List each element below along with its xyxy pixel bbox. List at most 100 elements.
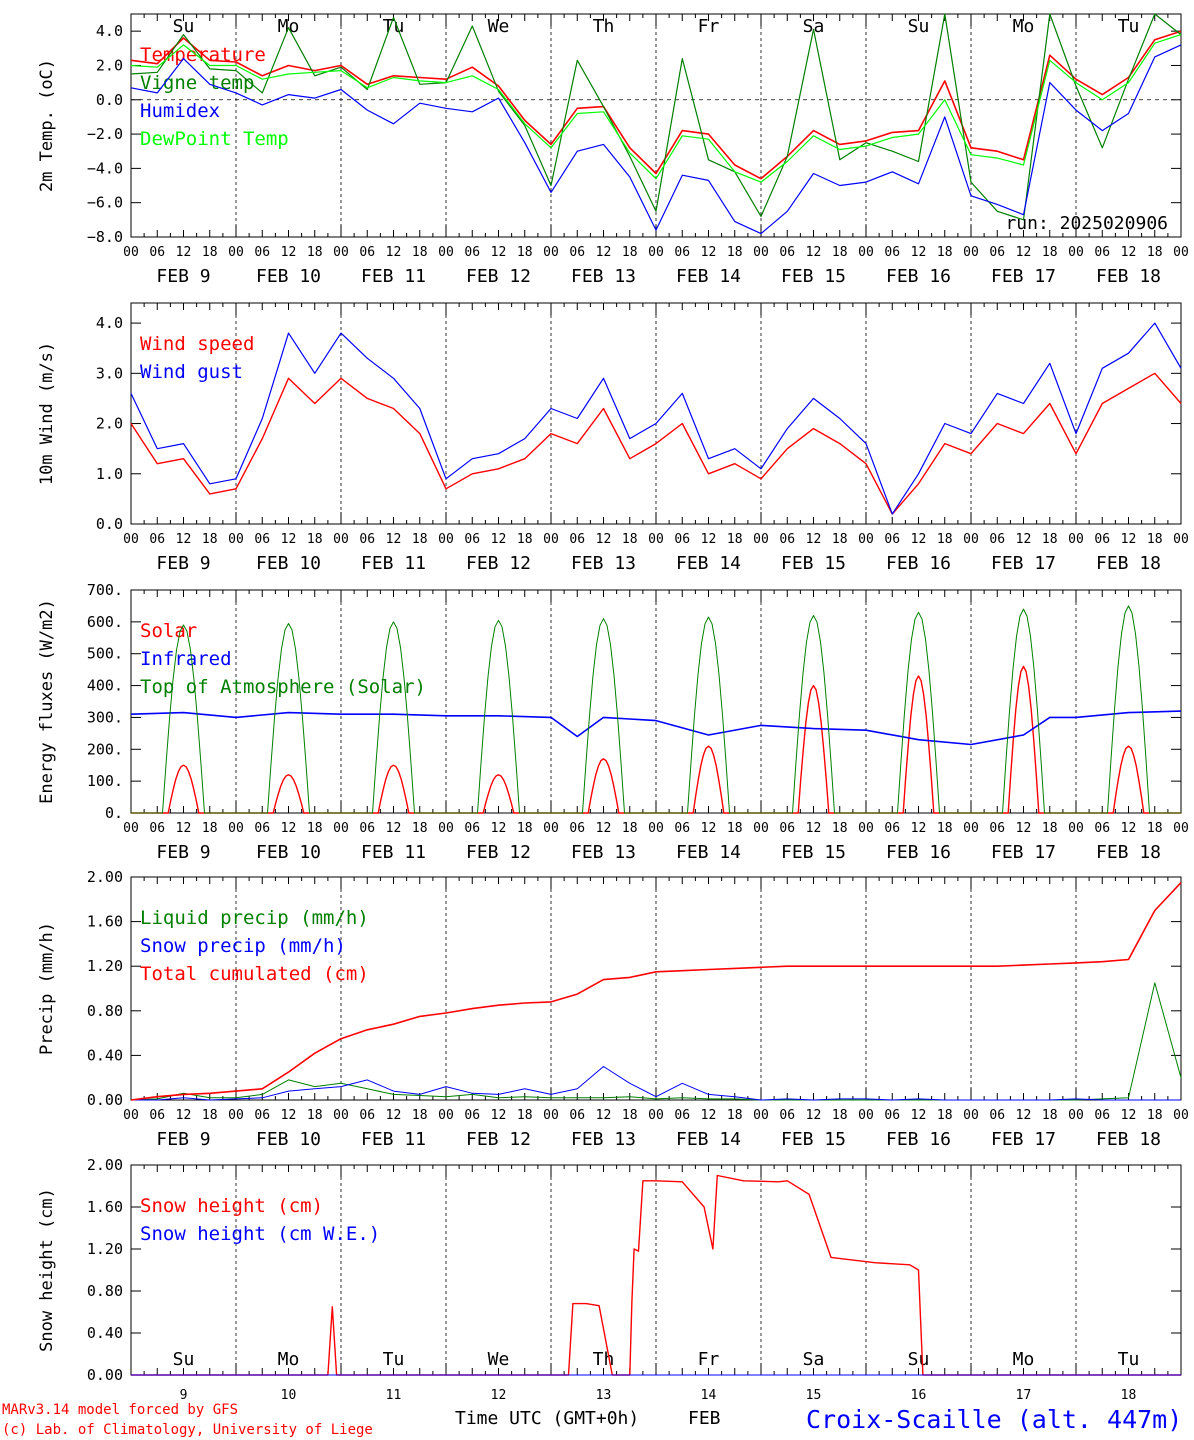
weekday-label: We [488,16,510,37]
panel-5: 0.00 0.40 0.80 1.20 1.60 2.00 9 10 11 12 13 14 15 16 1… [37,1156,1182,1403]
date-label: FEB 9 [156,553,210,574]
hour-tick-label: 00 [963,245,979,260]
day-number-label: 13 [596,1388,612,1403]
hour-tick-label: 00 [1173,1108,1189,1123]
hour-tick-label: 00 [648,532,664,547]
series-line-wind-speed [130,372,1182,515]
hour-tick-label: 06 [674,1108,690,1123]
date-label: FEB 14 [676,266,741,287]
hour-tick-label: 12 [491,532,507,547]
hour-tick-label: 06 [149,245,165,260]
hour-tick-label: 00 [963,821,979,836]
hour-tick-label: 06 [1094,245,1110,260]
hour-tick-label: 18 [1042,532,1058,547]
hour-tick-label: 06 [989,532,1005,547]
day-number-label: 18 [1121,1388,1137,1403]
date-label: FEB 18 [1096,1129,1161,1150]
date-label: FEB 10 [256,266,321,287]
hour-tick-label: 06 [569,1108,585,1123]
series-line-temperature [130,30,1182,180]
weekday-label: Sa [803,1349,825,1370]
day-number-label: 14 [701,1388,717,1403]
station-title: Croix-Scaille (alt. 447m) [806,1405,1182,1434]
hour-tick-label: 18 [412,245,428,260]
hour-tick-label: 18 [307,821,323,836]
hour-tick-label: 12 [491,821,507,836]
hour-tick-label: 00 [858,245,874,260]
hour-tick-label: 06 [884,532,900,547]
hour-tick-label: 00 [543,532,559,547]
hour-tick-label: 00 [333,821,349,836]
date-label: FEB 13 [571,266,636,287]
hour-tick-label: 18 [937,821,953,836]
hour-tick-label: 12 [1016,1108,1032,1123]
hour-tick-label: 18 [1147,821,1163,836]
hour-tick-label: 12 [491,1108,507,1123]
date-label: FEB 14 [676,553,741,574]
hour-tick-label: 18 [517,1108,533,1123]
series-line-total-cumulated-cm [130,882,1182,1101]
date-label: FEB 10 [256,1129,321,1150]
y-tick-label: 0.80 [87,1282,123,1300]
hour-tick-label: 06 [464,1108,480,1123]
hour-tick-label: 12 [911,821,927,836]
date-label: FEB 14 [676,1129,741,1150]
hour-tick-label: 12 [176,1108,192,1123]
hour-tick-label: 12 [176,821,192,836]
y-tick-label: −2.0 [87,125,123,143]
hour-tick-label: 06 [254,245,270,260]
hour-tick-label: 06 [464,821,480,836]
hour-tick-label: 00 [1068,1108,1084,1123]
hour-tick-label: 18 [1042,1108,1058,1123]
run-label: run: 2025020906 [1005,213,1168,234]
day-number-label: 9 [180,1388,188,1403]
weekday-label: Su [908,1349,930,1370]
hour-tick-label: 12 [701,245,717,260]
hour-tick-label: 06 [359,532,375,547]
y-tick-label: 0.0 [96,91,123,109]
y-tick-label: 1.20 [87,1240,123,1258]
series-line-humidex [130,44,1182,235]
hour-tick-label: 00 [228,821,244,836]
hour-tick-label: 18 [202,245,218,260]
weekday-label: Mo [278,16,300,37]
hour-tick-label: 12 [386,1108,402,1123]
series-line-snow-precip-mm-h [131,1066,1181,1101]
y-tick-label: 200. [87,740,123,758]
hour-tick-label: 06 [779,532,795,547]
hour-tick-label: 00 [333,532,349,547]
y-tick-label: 1.0 [96,465,123,483]
hour-tick-label: 18 [832,245,848,260]
hour-tick-label: 12 [281,821,297,836]
weekday-label: Sa [803,16,825,37]
hour-tick-label: 12 [911,1108,927,1123]
hour-tick-label: 06 [1094,821,1110,836]
y-tick-label: 0.40 [87,1324,123,1342]
legend-entry: Infrared [140,648,232,670]
y-tick-label: −6.0 [87,194,123,212]
date-label: FEB 12 [466,266,531,287]
date-label: FEB 13 [571,1129,636,1150]
date-label: FEB 14 [676,842,741,863]
hour-tick-label: 18 [622,532,638,547]
weekday-label: Su [173,16,195,37]
hour-tick-label: 06 [989,821,1005,836]
hour-tick-label: 12 [596,532,612,547]
y-tick-label: 3.0 [96,364,123,382]
legend-entry: Liquid precip (mm/h) [140,907,369,929]
legend-entry: Temperature [140,44,266,66]
date-label: FEB 13 [571,842,636,863]
hour-tick-label: 18 [202,821,218,836]
hour-tick-label: 12 [176,245,192,260]
hour-tick-label: 00 [648,1108,664,1123]
weekday-label: Fr [698,1349,720,1370]
weekday-label: Su [173,1349,195,1370]
hour-tick-label: 12 [701,821,717,836]
hour-tick-label: 12 [806,245,822,260]
hour-tick-label: 18 [832,532,848,547]
y-tick-label: 0.0 [96,515,123,533]
date-label: FEB 18 [1096,553,1161,574]
hour-tick-label: 00 [648,245,664,260]
date-label: FEB 15 [781,842,846,863]
